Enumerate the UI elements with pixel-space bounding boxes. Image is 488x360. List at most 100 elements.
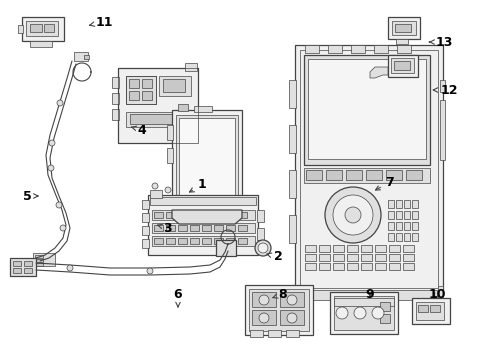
- Polygon shape: [172, 210, 242, 224]
- Bar: [385, 170, 401, 180]
- Bar: [346, 245, 357, 252]
- Bar: [74, 52, 88, 61]
- Bar: [387, 200, 393, 208]
- Bar: [396, 45, 410, 53]
- Text: 2: 2: [266, 251, 282, 264]
- Bar: [30, 41, 52, 47]
- Bar: [395, 39, 407, 44]
- Bar: [176, 115, 238, 203]
- Bar: [126, 112, 191, 127]
- Bar: [129, 91, 139, 100]
- Bar: [142, 213, 149, 222]
- Bar: [30, 24, 42, 32]
- Circle shape: [259, 295, 268, 305]
- Bar: [387, 222, 393, 230]
- Bar: [387, 55, 417, 77]
- Bar: [142, 200, 149, 209]
- Bar: [257, 228, 264, 240]
- Bar: [305, 263, 315, 270]
- Bar: [22, 17, 64, 41]
- Bar: [346, 263, 357, 270]
- Circle shape: [254, 240, 270, 256]
- Circle shape: [164, 187, 171, 193]
- Bar: [184, 63, 197, 71]
- Text: 13: 13: [428, 36, 452, 49]
- Bar: [280, 292, 304, 307]
- Circle shape: [48, 165, 54, 171]
- Bar: [379, 314, 389, 323]
- Bar: [411, 298, 449, 324]
- Bar: [163, 79, 184, 92]
- Bar: [35, 263, 43, 266]
- Bar: [417, 305, 427, 312]
- Bar: [325, 170, 341, 180]
- Bar: [288, 80, 295, 108]
- Circle shape: [57, 100, 63, 106]
- Bar: [411, 200, 417, 208]
- Bar: [152, 210, 254, 220]
- Bar: [415, 302, 443, 320]
- Bar: [288, 170, 295, 198]
- Bar: [249, 330, 263, 337]
- Text: 12: 12: [432, 84, 457, 96]
- Bar: [238, 212, 246, 218]
- Bar: [294, 45, 442, 293]
- Bar: [10, 258, 36, 276]
- Bar: [411, 233, 417, 241]
- Bar: [318, 263, 329, 270]
- Bar: [437, 286, 442, 300]
- Bar: [238, 238, 246, 244]
- Text: 8: 8: [272, 288, 287, 301]
- Bar: [238, 225, 246, 231]
- Bar: [298, 290, 436, 300]
- Circle shape: [335, 307, 347, 319]
- Bar: [280, 310, 304, 325]
- Bar: [142, 226, 149, 235]
- Bar: [172, 110, 242, 210]
- Bar: [165, 238, 175, 244]
- Bar: [395, 233, 401, 241]
- Bar: [393, 61, 409, 70]
- Text: 6: 6: [173, 288, 182, 307]
- Bar: [327, 45, 341, 53]
- Text: 10: 10: [427, 288, 445, 301]
- Circle shape: [67, 265, 73, 271]
- Text: 5: 5: [22, 189, 38, 202]
- Bar: [129, 79, 139, 88]
- Bar: [294, 286, 299, 300]
- Bar: [179, 118, 235, 198]
- Bar: [346, 254, 357, 261]
- Circle shape: [152, 183, 158, 189]
- Bar: [13, 261, 21, 266]
- Bar: [225, 225, 235, 231]
- Bar: [305, 170, 321, 180]
- Bar: [332, 254, 343, 261]
- Bar: [214, 212, 223, 218]
- Text: 3: 3: [158, 221, 172, 234]
- Circle shape: [371, 307, 383, 319]
- Bar: [142, 239, 149, 248]
- Circle shape: [60, 225, 66, 231]
- Bar: [395, 200, 401, 208]
- Bar: [304, 168, 429, 183]
- Circle shape: [147, 268, 153, 274]
- Bar: [394, 24, 410, 32]
- Bar: [112, 77, 119, 88]
- Bar: [333, 296, 393, 330]
- Circle shape: [56, 202, 62, 208]
- Circle shape: [286, 313, 296, 323]
- Bar: [387, 233, 393, 241]
- Bar: [248, 289, 308, 331]
- Bar: [202, 212, 210, 218]
- Bar: [285, 330, 298, 337]
- Bar: [18, 25, 23, 33]
- Bar: [214, 238, 223, 244]
- Bar: [388, 254, 399, 261]
- Bar: [130, 114, 187, 124]
- Circle shape: [258, 243, 267, 253]
- Bar: [190, 212, 199, 218]
- Bar: [332, 245, 343, 252]
- Bar: [439, 80, 444, 92]
- Bar: [304, 55, 429, 165]
- Bar: [405, 170, 421, 180]
